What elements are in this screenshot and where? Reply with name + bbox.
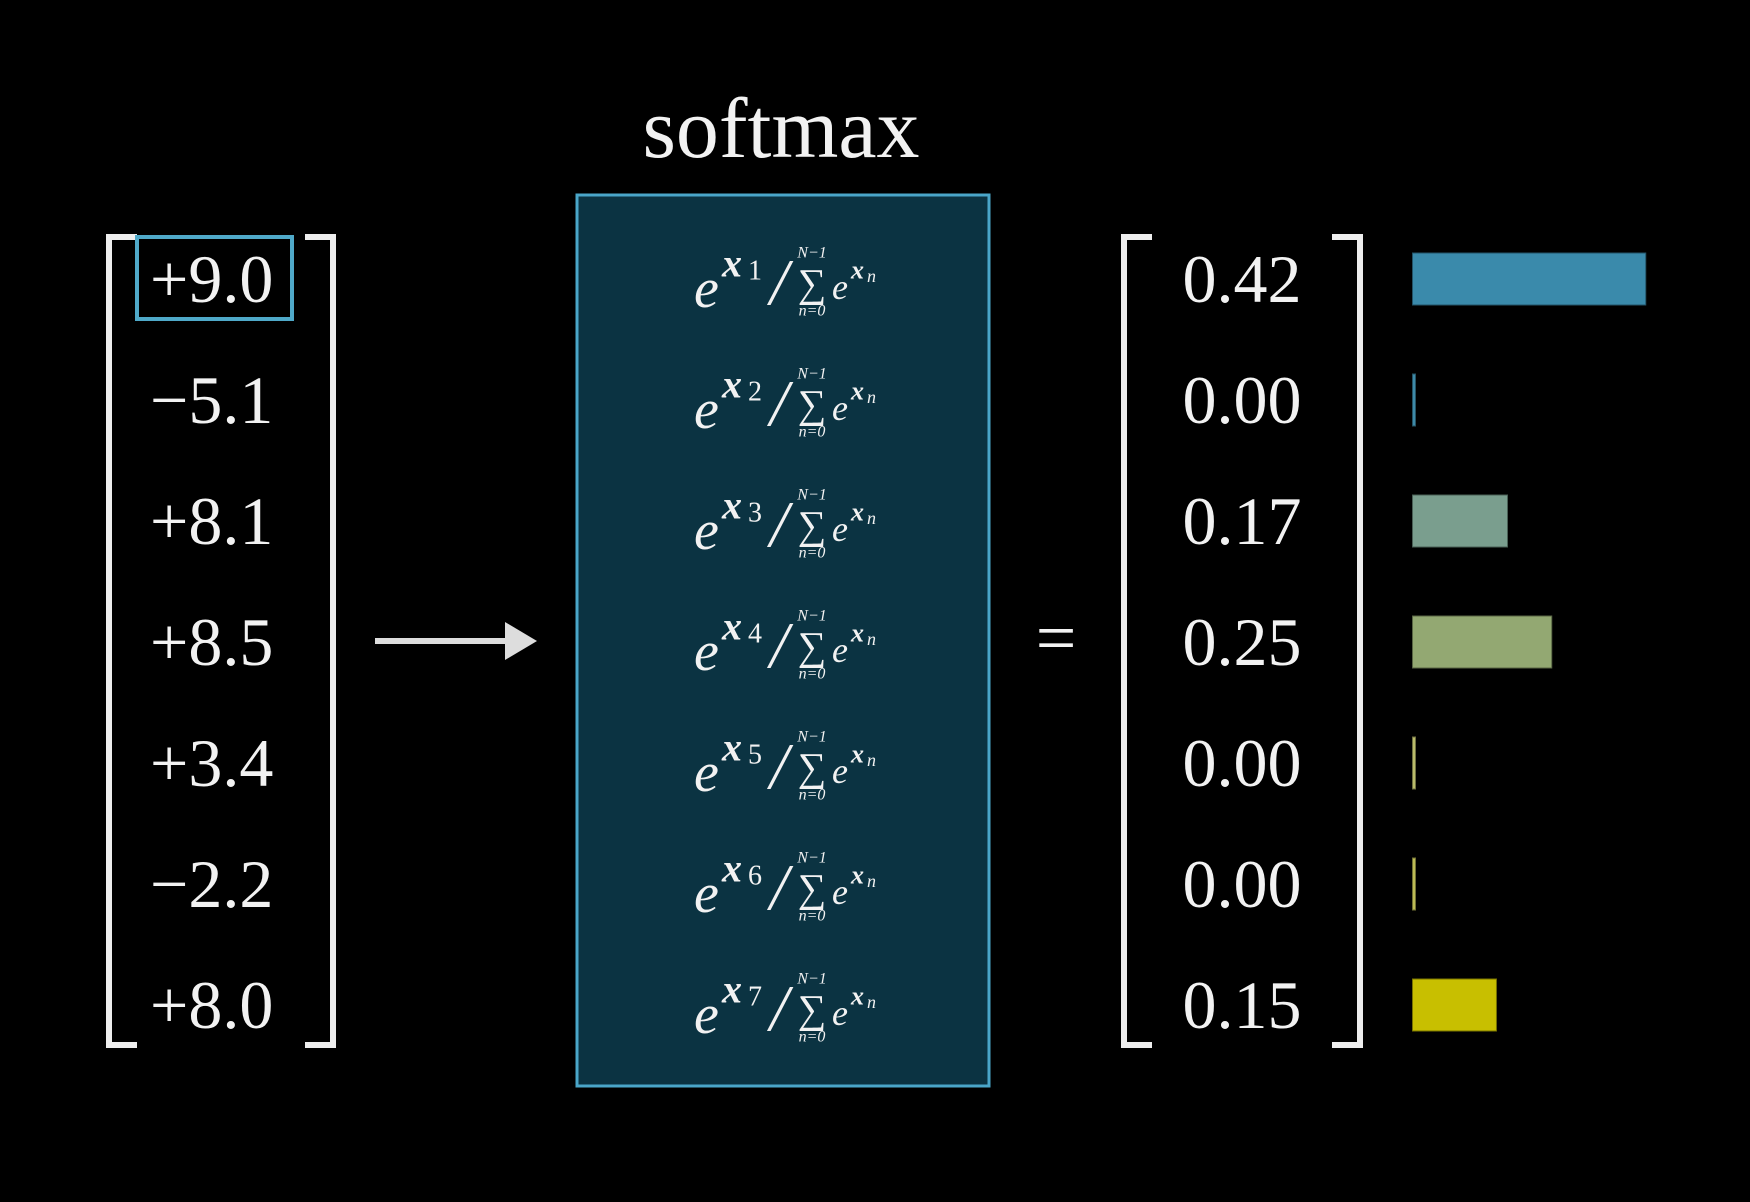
sum-upper: N−1 (796, 971, 826, 988)
input-value: +8.1 (150, 483, 273, 559)
sum-symbol: ∑ (798, 624, 827, 669)
formula-index: 2 (748, 377, 762, 408)
formula-base: e (694, 863, 719, 925)
formula-base: e (694, 984, 719, 1046)
output-value: 0.17 (1183, 483, 1302, 559)
formula-index: 7 (748, 982, 762, 1013)
sum-var-index: n (867, 508, 876, 528)
output-value: 0.00 (1183, 725, 1302, 801)
formula-var: x (721, 362, 742, 407)
formula-base: e (694, 742, 719, 804)
sum-symbol: ∑ (798, 503, 827, 548)
input-value: +9.0 (150, 241, 273, 317)
sum-base: e (832, 388, 848, 428)
input-value: −2.2 (150, 846, 273, 922)
output-value: 0.15 (1183, 967, 1302, 1043)
probability-bar (1412, 373, 1416, 427)
sum-base: e (832, 509, 848, 549)
sum-var-index: n (867, 750, 876, 770)
sum-base: e (832, 630, 848, 670)
formula-index: 1 (748, 256, 762, 287)
sum-var: x (850, 256, 864, 285)
input-value: +3.4 (150, 725, 273, 801)
sum-symbol: ∑ (798, 987, 827, 1032)
output-value: 0.00 (1183, 846, 1302, 922)
input-value: +8.5 (150, 604, 273, 680)
formula-var: x (721, 483, 742, 528)
sum-upper: N−1 (796, 366, 826, 383)
formula-base: e (694, 258, 719, 320)
probability-bar (1412, 615, 1553, 669)
input-value: +8.0 (150, 967, 273, 1043)
formula-var: x (721, 241, 742, 286)
formula-index: 5 (748, 740, 762, 771)
output-value: 0.42 (1183, 241, 1302, 317)
probability-bar (1412, 252, 1647, 306)
sum-lower: n=0 (799, 303, 826, 320)
sum-var-index: n (867, 992, 876, 1012)
sum-upper: N−1 (796, 245, 826, 262)
sum-upper: N−1 (796, 729, 826, 746)
formula-base: e (694, 500, 719, 562)
sum-upper: N−1 (796, 608, 826, 625)
output-value: 0.25 (1183, 604, 1302, 680)
sum-upper: N−1 (796, 850, 826, 867)
sum-base: e (832, 872, 848, 912)
formula-index: 6 (748, 861, 762, 892)
formula-index: 3 (748, 498, 762, 529)
output-bracket (1121, 234, 1363, 1048)
sum-lower: n=0 (799, 424, 826, 441)
equals-sign: = (1036, 598, 1077, 678)
formula-var: x (721, 604, 742, 649)
output-value: 0.00 (1183, 362, 1302, 438)
sum-var: x (850, 982, 864, 1011)
sum-symbol: ∑ (798, 866, 827, 911)
title: softmax (642, 80, 919, 176)
sum-var: x (850, 619, 864, 648)
sum-var: x (850, 377, 864, 406)
sum-var: x (850, 740, 864, 769)
formula-var: x (721, 846, 742, 891)
sum-base: e (832, 993, 848, 1033)
input-bracket (106, 234, 336, 1048)
formula-var: x (721, 967, 742, 1012)
sum-var: x (850, 498, 864, 527)
sum-lower: n=0 (799, 666, 826, 683)
sum-lower: n=0 (799, 787, 826, 804)
arrow-head (505, 622, 537, 660)
sum-var-index: n (867, 387, 876, 407)
probability-bar (1412, 736, 1416, 790)
probability-bar (1412, 978, 1497, 1032)
sum-lower: n=0 (799, 908, 826, 925)
sum-base: e (832, 751, 848, 791)
sum-symbol: ∑ (798, 745, 827, 790)
sum-symbol: ∑ (798, 382, 827, 427)
input-value: −5.1 (150, 362, 273, 438)
formula-base: e (694, 379, 719, 441)
sum-lower: n=0 (799, 545, 826, 562)
sum-upper: N−1 (796, 487, 826, 504)
softmax-box (575, 193, 991, 1088)
sum-var-index: n (867, 266, 876, 286)
probability-bar (1412, 494, 1509, 548)
sum-symbol: ∑ (798, 261, 827, 306)
sum-var: x (850, 861, 864, 890)
formula-index: 4 (748, 619, 762, 650)
formula-base: e (694, 621, 719, 683)
sum-var-index: n (867, 629, 876, 649)
sum-base: e (832, 267, 848, 307)
probability-bar (1412, 857, 1416, 911)
formula-var: x (721, 725, 742, 770)
sum-var-index: n (867, 871, 876, 891)
highlight-box (135, 235, 294, 321)
sum-lower: n=0 (799, 1029, 826, 1046)
